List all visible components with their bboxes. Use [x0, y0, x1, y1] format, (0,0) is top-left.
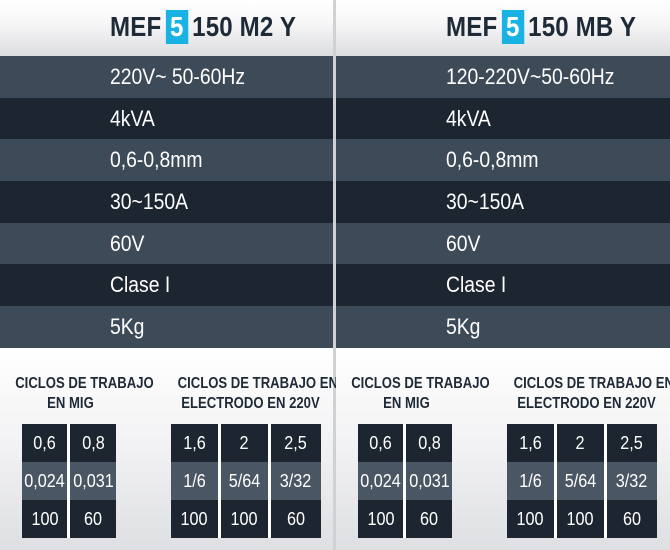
table-row: 1/6 5/64 3/32	[171, 462, 321, 500]
spec-row-wire: 0,6-0,8mm	[0, 139, 333, 182]
title-prefix: MEF	[110, 11, 162, 42]
product-column-1: MEF 5 150 M2 Y 220V~ 50-60Hz 4kVA 0,6-0,…	[0, 0, 338, 550]
electrode-cycle-title: CICLOS DE TRABAJO EN ELECTRODO EN 220V	[513, 375, 670, 412]
spec-row-open-voltage: 60V	[336, 222, 670, 265]
table-row: 1,6 2 2,5	[507, 424, 657, 462]
electrode-cycle-table: 1,6 2 2,5 1/6 5/64 3/32 100 100 60	[507, 424, 657, 538]
title-suffix: 150 MB Y	[528, 11, 637, 42]
title-suffix: 150 M2 Y	[192, 11, 297, 42]
product-header: MEF 5 150 MB Y	[336, 0, 670, 56]
duty-cycle-section: CICLOS DE TRABAJO EN MIG 0,6 0,8 0,024 0,0…	[336, 348, 670, 550]
table-row: 0,6 0,8	[358, 424, 452, 462]
product-title: MEF 5 150 M2 Y	[110, 10, 296, 44]
mig-cycle-title: CICLOS DE TRABAJO EN MIG	[351, 375, 490, 412]
table-row: 0,6 0,8	[22, 424, 116, 462]
spec-row-voltage: 220V~ 50-60Hz	[0, 56, 333, 98]
mig-cycle-table: 0,6 0,8 0,024 0,031 100 60	[358, 424, 452, 538]
table-row: 100 60	[358, 500, 452, 538]
spec-row-wire: 0,6-0,8mm	[336, 139, 670, 182]
table-row: 0,024 0,031	[358, 462, 452, 500]
table-row: 1/6 5/64 3/32	[507, 462, 657, 500]
spec-list: 120-220V~50-60Hz 4kVA 0,6-0,8mm 30~150A …	[336, 56, 670, 348]
table-row: 100 100 60	[507, 500, 657, 538]
table-row: 0,024 0,031	[22, 462, 116, 500]
electrode-cycle-table: 1,6 2 2,5 1/6 5/64 3/32 100 100 60	[171, 424, 321, 538]
spec-row-voltage: 120-220V~50-60Hz	[336, 56, 670, 98]
spec-row-current: 30~150A	[0, 181, 333, 223]
spec-row-current: 30~150A	[336, 181, 670, 223]
product-column-2: MEF 5 150 MB Y 120-220V~50-60Hz 4kVA 0,6…	[336, 0, 670, 550]
spec-row-weight: 5Kg	[336, 306, 670, 348]
column-divider	[333, 0, 336, 550]
spec-row-class: Clase I	[0, 264, 333, 307]
product-title: MEF 5 150 MB Y	[446, 10, 636, 44]
duty-cycle-section: CICLOS DE TRABAJO EN MIG 0,6 0,8 0,024 0,0…	[0, 348, 338, 550]
spec-row-class: Clase I	[336, 264, 670, 307]
spec-row-power: 4kVA	[336, 97, 670, 140]
spec-list: 220V~ 50-60Hz 4kVA 0,6-0,8mm 30~150A 60V…	[0, 56, 333, 348]
title-number-badge: 5	[501, 10, 524, 44]
spec-row-open-voltage: 60V	[0, 222, 333, 265]
table-row: 100 60	[22, 500, 116, 538]
product-header: MEF 5 150 M2 Y	[0, 0, 333, 56]
title-number-badge: 5	[165, 10, 188, 44]
title-prefix: MEF	[446, 11, 498, 42]
mig-cycle-title: CICLOS DE TRABAJO EN MIG	[15, 375, 154, 412]
spec-row-power: 4kVA	[0, 97, 333, 140]
electrode-cycle-title: CICLOS DE TRABAJO EN ELECTRODO EN 220V	[177, 375, 338, 412]
table-row: 1,6 2 2,5	[171, 424, 321, 462]
spec-row-weight: 5Kg	[0, 306, 333, 348]
mig-cycle-table: 0,6 0,8 0,024 0,031 100 60	[22, 424, 116, 538]
table-row: 100 100 60	[171, 500, 321, 538]
